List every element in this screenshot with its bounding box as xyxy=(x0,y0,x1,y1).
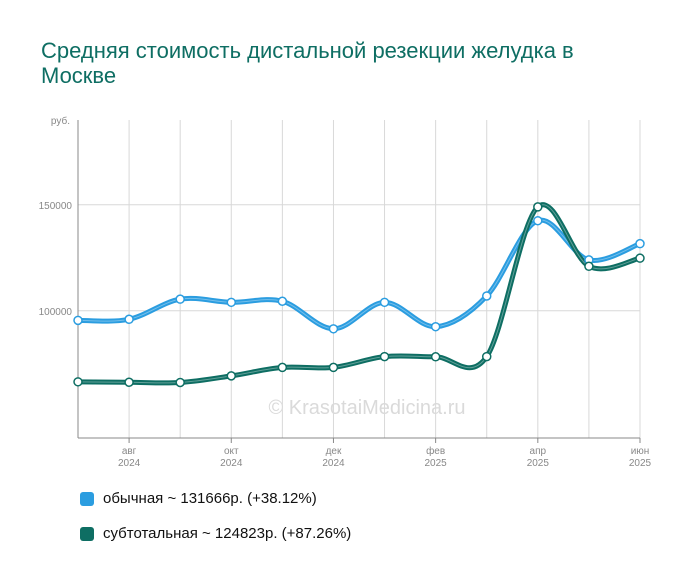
data-point-series-2 xyxy=(379,351,390,362)
data-point-series-2 xyxy=(73,377,83,387)
series-line-1 xyxy=(75,217,643,332)
watermark: © KrasotaiMedicina.ru xyxy=(268,397,465,419)
x-tick-label-year: 2025 xyxy=(527,458,550,469)
x-tick-label-month: окт xyxy=(224,446,239,457)
data-point-series-2 xyxy=(175,377,185,388)
legend-swatch-1 xyxy=(80,491,94,506)
data-point-series-2 xyxy=(533,202,543,212)
data-point-series-1 xyxy=(635,238,645,249)
data-point-series-2 xyxy=(481,351,492,362)
x-tick-label-year: 2024 xyxy=(118,458,141,469)
y-tick-label: 150000 xyxy=(39,201,73,212)
data-point-series-1 xyxy=(175,294,185,304)
x-tick-label-month: авг xyxy=(122,446,137,457)
x-tick-label-month: апр xyxy=(530,446,547,457)
series-lines xyxy=(75,202,643,386)
axes xyxy=(77,120,641,443)
x-tick-label-year: 2024 xyxy=(220,458,243,469)
data-point-series-1 xyxy=(379,297,390,308)
y-axis-unit-label: руб. xyxy=(51,115,70,127)
data-point-series-2 xyxy=(328,362,339,373)
data-point-series-2 xyxy=(277,362,288,373)
x-tick-labels: авг2024окт2024дек2024фев2025апр2025июн20… xyxy=(118,445,652,469)
legend-item-series-2[interactable]: субтотальная ~ 124823р. (+87.26%) xyxy=(80,525,351,542)
data-point-series-1 xyxy=(73,315,83,326)
data-point-series-2 xyxy=(124,377,134,387)
data-point-series-1 xyxy=(328,324,339,334)
x-tick-label-month: дек xyxy=(326,446,342,457)
x-tick-label-year: 2024 xyxy=(322,458,345,469)
x-tick-label-year: 2025 xyxy=(425,458,448,469)
data-point-series-2 xyxy=(226,371,237,381)
series-line-highlight-1 xyxy=(77,219,641,330)
data-point-series-1 xyxy=(226,297,237,308)
x-tick-label-year: 2025 xyxy=(629,458,652,469)
y-tick-label: 100000 xyxy=(39,307,73,318)
data-point-series-2 xyxy=(635,253,645,263)
data-point-series-1 xyxy=(430,321,441,332)
data-point-series-2 xyxy=(584,261,594,272)
data-point-series-1 xyxy=(481,291,492,301)
data-point-series-2 xyxy=(430,352,441,362)
chart-title: Средняя стоимость дистальной резекции же… xyxy=(41,38,574,88)
legend-label-2: субтотальная ~ 124823р. (+87.26%) xyxy=(103,525,352,542)
y-tick-labels: руб. 100000 150000 xyxy=(39,115,73,318)
legend-label-1: обычная ~ 131666р. (+38.12%) xyxy=(103,490,317,507)
legend-swatch-2 xyxy=(80,526,94,541)
x-tick-label-month: июн xyxy=(631,446,650,457)
grid xyxy=(77,120,641,438)
legend-item-series-1[interactable]: обычная ~ 131666р. (+38.12%) xyxy=(80,490,317,507)
data-point-series-1 xyxy=(277,296,288,307)
data-point-series-1 xyxy=(124,314,134,325)
data-points xyxy=(73,202,645,388)
x-tick-label-month: фев xyxy=(426,445,445,457)
data-point-series-1 xyxy=(533,215,543,226)
